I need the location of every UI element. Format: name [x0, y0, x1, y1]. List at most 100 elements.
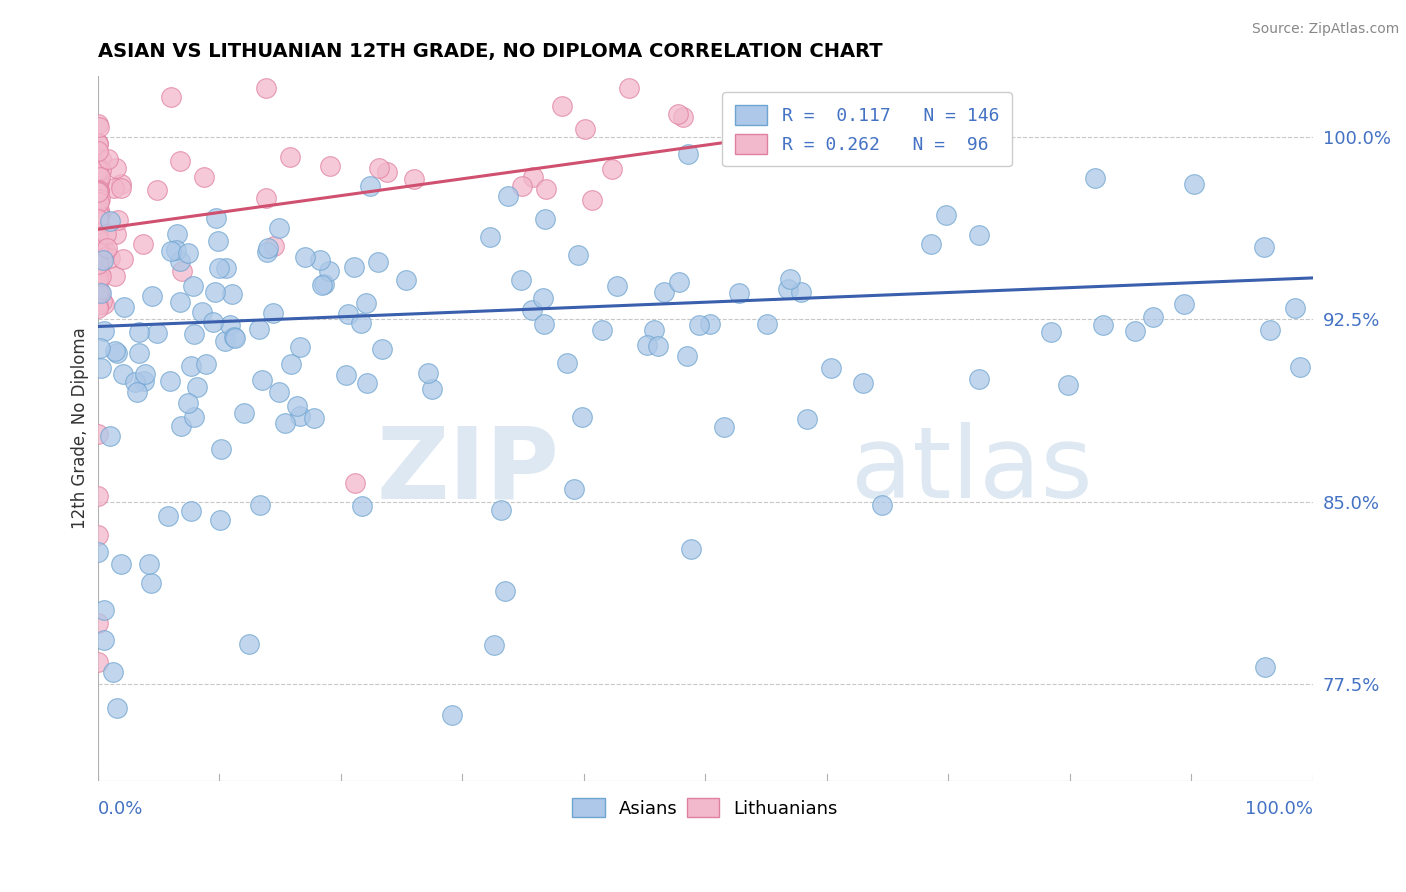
Point	[87, 544, 110, 558]
Point	[110, 180, 132, 194]
Point	[238, 637, 260, 651]
Point	[86, 232, 108, 246]
Point	[91, 248, 114, 262]
Point	[1289, 359, 1312, 374]
Point	[209, 442, 232, 457]
Point	[247, 322, 270, 336]
Point	[534, 212, 557, 227]
Point	[87, 120, 110, 134]
Point	[93, 324, 115, 338]
Point	[86, 298, 108, 312]
Point	[97, 153, 120, 167]
Point	[600, 162, 623, 177]
Point	[335, 368, 357, 382]
Point	[91, 253, 114, 268]
Point	[1254, 659, 1277, 673]
Point	[647, 339, 669, 353]
Point	[350, 316, 373, 330]
Point	[86, 212, 108, 227]
Point	[96, 242, 118, 256]
Point	[141, 576, 163, 591]
Point	[89, 341, 111, 355]
Point	[169, 254, 191, 268]
Point	[86, 172, 108, 186]
Text: ASIAN VS LITHUANIAN 12TH GRADE, NO DIPLOMA CORRELATION CHART: ASIAN VS LITHUANIAN 12TH GRADE, NO DIPLO…	[97, 42, 882, 61]
Point	[257, 241, 280, 255]
Point	[86, 184, 108, 198]
Point	[93, 602, 115, 616]
Point	[98, 429, 121, 443]
Point	[356, 376, 378, 391]
Point	[183, 326, 205, 341]
Point	[309, 252, 332, 267]
Point	[727, 285, 749, 300]
Point	[89, 192, 111, 206]
Point	[920, 236, 942, 251]
Point	[90, 244, 112, 258]
Point	[98, 252, 121, 266]
Point	[87, 117, 110, 131]
Point	[1182, 177, 1205, 191]
Point	[294, 250, 316, 264]
Point	[676, 349, 699, 363]
Point	[344, 475, 367, 490]
Point	[169, 154, 191, 169]
Point	[510, 178, 533, 193]
Point	[89, 207, 111, 221]
Point	[249, 498, 271, 512]
Point	[531, 291, 554, 305]
Point	[534, 181, 557, 195]
Point	[1142, 310, 1164, 325]
Point	[101, 665, 124, 680]
Point	[169, 294, 191, 309]
Point	[90, 162, 112, 177]
Point	[90, 286, 112, 301]
Point	[263, 239, 285, 253]
Point	[190, 304, 212, 318]
Point	[606, 278, 628, 293]
Point	[288, 341, 311, 355]
Point	[104, 227, 127, 241]
Point	[170, 264, 193, 278]
Point	[619, 81, 641, 95]
Point	[311, 277, 333, 292]
Point	[654, 285, 676, 299]
Point	[96, 227, 118, 241]
Point	[676, 147, 699, 161]
Point	[278, 150, 301, 164]
Point	[852, 376, 875, 391]
Text: Source: ZipAtlas.com: Source: ZipAtlas.com	[1251, 22, 1399, 37]
Point	[90, 251, 112, 265]
Point	[484, 638, 506, 652]
Point	[1057, 377, 1080, 392]
Point	[86, 246, 108, 260]
Point	[87, 169, 110, 184]
Point	[1084, 170, 1107, 185]
Point	[145, 183, 167, 197]
Point	[208, 261, 231, 276]
Point	[110, 177, 132, 191]
Point	[86, 528, 108, 542]
Point	[571, 409, 593, 424]
Point	[138, 557, 160, 571]
Point	[1258, 324, 1281, 338]
Point	[124, 375, 146, 389]
Point	[186, 379, 208, 393]
Point	[128, 346, 150, 360]
Point	[522, 169, 544, 184]
Point	[86, 185, 108, 199]
Point	[134, 367, 156, 381]
Point	[510, 273, 533, 287]
Point	[87, 194, 110, 209]
Point	[221, 286, 243, 301]
Point	[87, 301, 110, 315]
Point	[156, 508, 179, 523]
Point	[146, 326, 169, 340]
Point	[699, 317, 721, 331]
Point	[1092, 318, 1115, 332]
Point	[86, 276, 108, 290]
Point	[422, 382, 444, 396]
Point	[86, 189, 108, 203]
Point	[555, 356, 578, 370]
Point	[1253, 240, 1275, 254]
